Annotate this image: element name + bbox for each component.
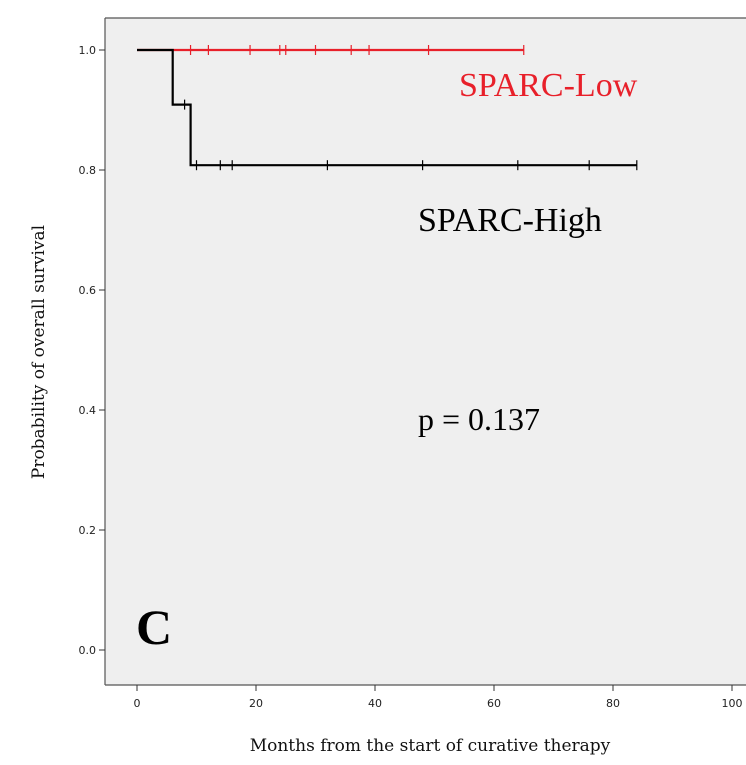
series-label-sparc-low: SPARC-Low (459, 67, 638, 104)
series-label-sparc-high: SPARC-High (418, 202, 602, 239)
y-tick-label: 1.0 (79, 44, 97, 57)
x-tick-label: 60 (487, 697, 501, 710)
x-axis-label: Months from the start of curative therap… (250, 736, 611, 756)
y-axis-label: Probability of overall survival (29, 225, 49, 479)
x-tick-label: 20 (249, 697, 263, 710)
y-tick-label: 0.8 (79, 164, 97, 177)
y-tick-label: 0.2 (79, 524, 97, 537)
x-tick-label: 100 (722, 697, 743, 710)
x-tick-label: 80 (606, 697, 620, 710)
plot-area (105, 18, 746, 685)
y-tick-label: 0.4 (79, 404, 97, 417)
x-tick-label: 40 (368, 697, 382, 710)
y-tick-label: 0.6 (79, 284, 97, 297)
y-tick-label: 0.0 (79, 644, 97, 657)
x-tick-label: 0 (134, 697, 141, 710)
series-line-sparc-high (137, 48, 637, 167)
panel-label: C (136, 599, 172, 655)
p-value-annotation: p = 0.137 (418, 401, 540, 437)
